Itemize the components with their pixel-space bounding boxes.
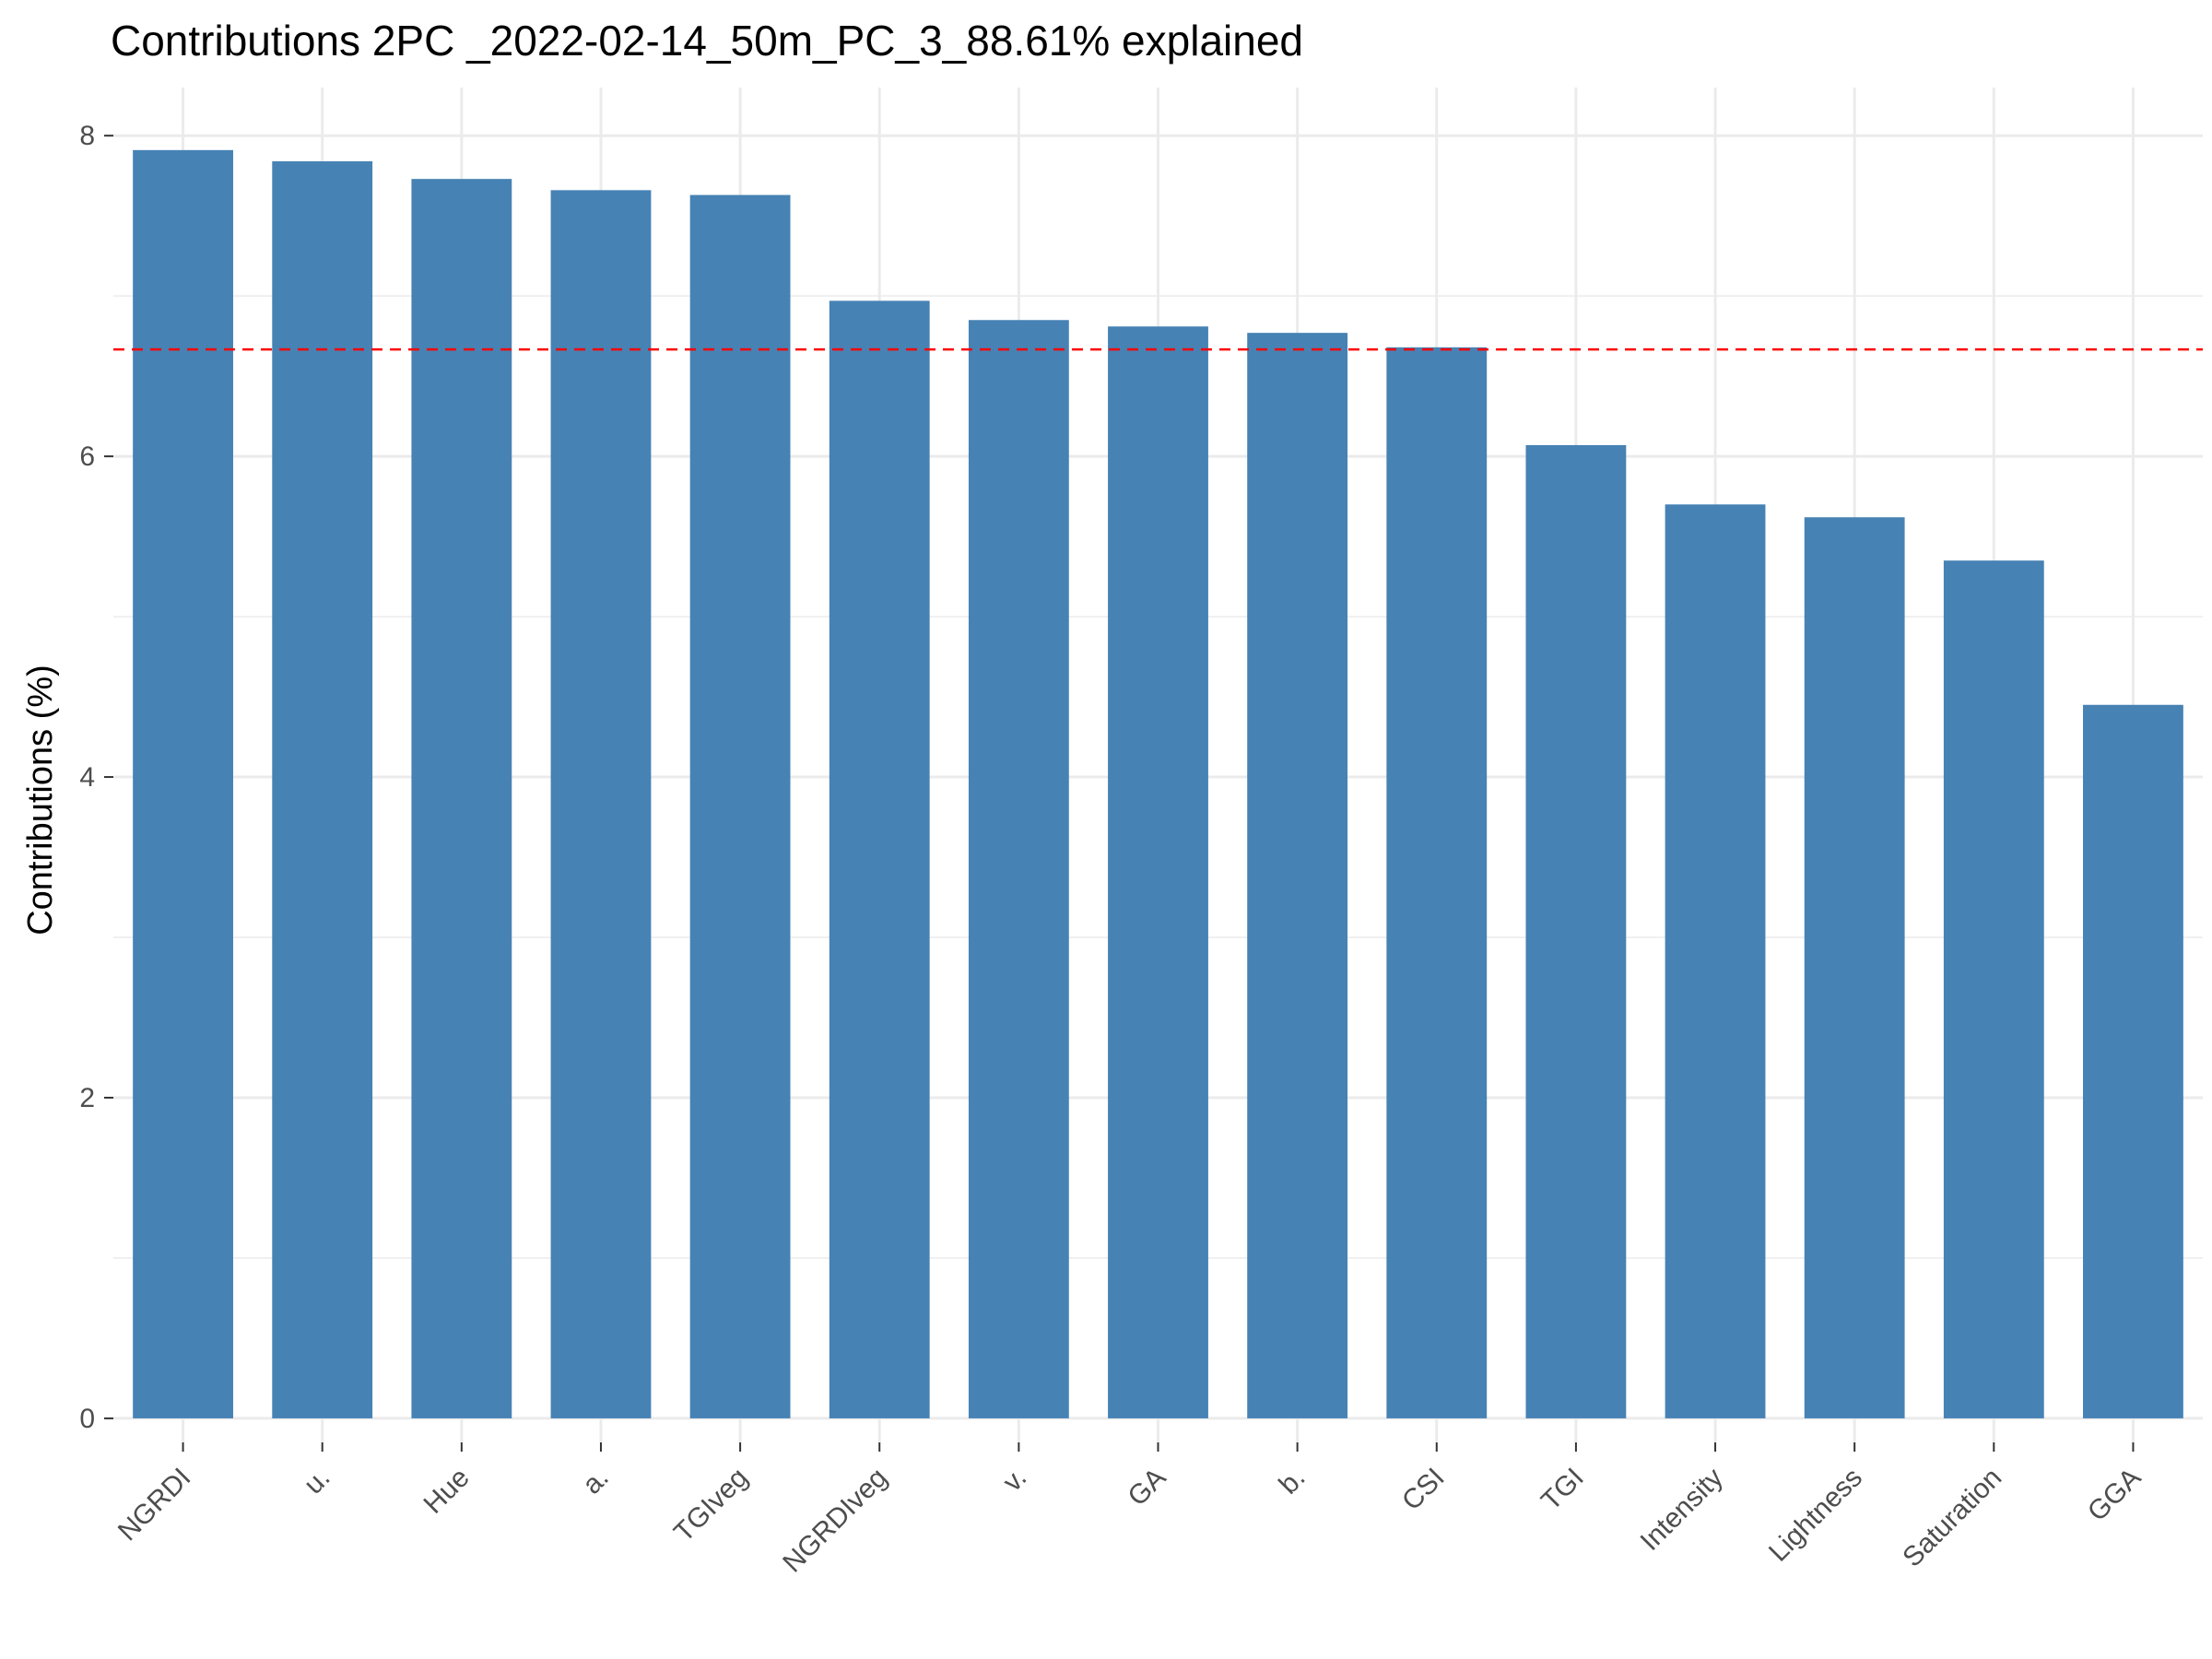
x-tick-label: u. <box>299 1463 336 1500</box>
x-tick-label: TGIveg <box>668 1463 754 1548</box>
bar-CSI <box>1386 347 1488 1418</box>
x-tick-label: CSI <box>1396 1463 1451 1517</box>
y-tick-label: 4 <box>79 762 95 793</box>
bar-TGIveg <box>689 194 791 1418</box>
x-axis-ticks: NGRDI u. Hue a. TGIveg NGRDIveg v. GA b. CSI TGI In… <box>112 1442 2147 1579</box>
bars <box>133 149 2183 1418</box>
bar-Hue <box>411 179 512 1418</box>
bar-NGRDIveg <box>829 300 930 1418</box>
bar-b. <box>1247 333 1348 1418</box>
x-tick-label: Intensity <box>1635 1463 1729 1557</box>
bar-GA <box>1108 326 1208 1418</box>
y-axis-ticks: 0 2 4 6 8 <box>79 121 113 1434</box>
bar-Lightness <box>1804 517 1905 1418</box>
x-tick-label: TGI <box>1535 1463 1590 1517</box>
y-tick-label: 6 <box>79 441 95 472</box>
bar-NGRDI <box>133 149 233 1418</box>
x-tick-label: Hue <box>418 1463 476 1520</box>
bar-v. <box>968 320 1069 1418</box>
x-tick-label: b. <box>1274 1463 1312 1500</box>
x-tick-label: a. <box>577 1463 615 1500</box>
bar-a. <box>550 190 652 1418</box>
bar-Intensity <box>1665 504 1766 1418</box>
bar-TGI <box>1525 444 1627 1418</box>
bar-GGA <box>2083 704 2183 1418</box>
y-tick-label: 2 <box>79 1083 95 1113</box>
chart-title: Contributions 2PC _2022-02-14_50m_PC_3_8… <box>111 17 1303 65</box>
bar-u. <box>272 161 373 1418</box>
y-tick-label: 0 <box>79 1404 95 1434</box>
x-tick-label: Saturation <box>1897 1463 2007 1573</box>
y-tick-label: 8 <box>79 121 95 151</box>
x-tick-label: NGRDIveg <box>777 1463 893 1579</box>
x-tick-label: Lightness <box>1763 1463 1868 1568</box>
x-tick-label: v. <box>997 1463 1032 1498</box>
x-tick-label: NGRDI <box>112 1463 197 1547</box>
x-tick-label: GGA <box>2082 1463 2147 1527</box>
y-axis-label: Contributions (%) <box>21 665 60 935</box>
x-tick-label: GA <box>1122 1463 1171 1512</box>
bar-Saturation <box>1943 560 2044 1418</box>
